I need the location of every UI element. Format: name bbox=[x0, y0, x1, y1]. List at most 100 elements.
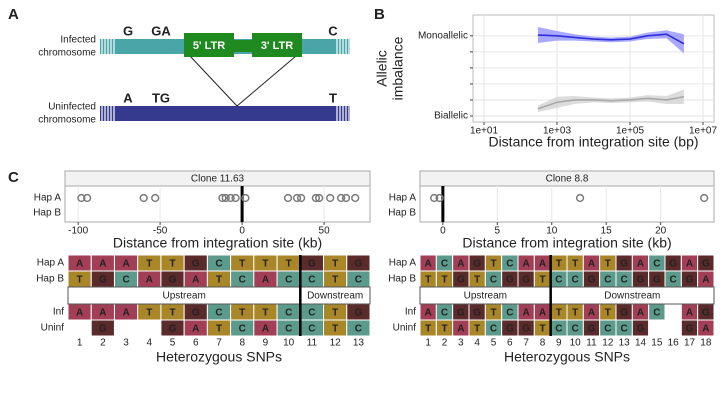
snp-base: C bbox=[572, 324, 579, 335]
column-number: 9 bbox=[556, 338, 562, 349]
snp-base: A bbox=[192, 324, 199, 335]
snp-base: A bbox=[539, 308, 546, 319]
snp-cell bbox=[664, 303, 682, 321]
column-number: 11 bbox=[586, 338, 597, 349]
snp-base: G bbox=[588, 324, 596, 335]
snp-base: C bbox=[355, 324, 362, 335]
snp-base: G bbox=[506, 324, 514, 335]
snp-base: T bbox=[490, 259, 496, 270]
snp-base: T bbox=[286, 259, 292, 270]
snp-base: A bbox=[702, 324, 709, 335]
snp-point bbox=[315, 193, 324, 203]
column-number: 18 bbox=[700, 338, 712, 349]
x-tick-label: 0 bbox=[239, 226, 245, 237]
snp-base: A bbox=[99, 308, 106, 319]
snp-base: A bbox=[122, 308, 129, 319]
base: A bbox=[123, 90, 133, 105]
snp-cell bbox=[664, 319, 682, 337]
snp-base: A bbox=[686, 259, 693, 270]
snp-base: A bbox=[523, 308, 530, 319]
x-axis-title: Heterozygous SNPs bbox=[156, 349, 282, 365]
y-tick-label: Hap A bbox=[389, 193, 417, 204]
snp-base: C bbox=[215, 259, 222, 270]
snp-point bbox=[430, 193, 439, 203]
column-number: 12 bbox=[602, 338, 614, 349]
snp-base: T bbox=[262, 308, 268, 319]
snp-base: A bbox=[76, 259, 83, 270]
snp-base: G bbox=[637, 324, 645, 335]
snp-base: C bbox=[285, 324, 292, 335]
snp-base: T bbox=[146, 259, 152, 270]
snp-point bbox=[77, 193, 86, 203]
column-number: 13 bbox=[353, 338, 365, 349]
snp-base: A bbox=[76, 308, 83, 319]
y-axis-title: Allelic bbox=[374, 50, 390, 87]
snp-base: T bbox=[441, 324, 447, 335]
x-tick-label: 5 bbox=[495, 226, 501, 237]
snp-base: G bbox=[457, 275, 465, 286]
snp-base: G bbox=[588, 275, 596, 286]
snp-base: C bbox=[308, 275, 315, 286]
uninfected-chromosome bbox=[100, 106, 350, 121]
column-number: 7 bbox=[523, 338, 529, 349]
snp-base: C bbox=[490, 324, 497, 335]
row-label: Hap A bbox=[37, 258, 65, 269]
snp-base: A bbox=[122, 259, 129, 270]
snp-base: G bbox=[457, 308, 465, 319]
x-axis-title: Distance from integration site (kb) bbox=[462, 235, 671, 251]
snp-base: T bbox=[556, 259, 562, 270]
snp-base: A bbox=[637, 308, 644, 319]
snp-point bbox=[226, 193, 235, 203]
snp-base: T bbox=[169, 308, 175, 319]
plot-area bbox=[64, 185, 371, 223]
base: TG bbox=[152, 90, 170, 105]
column-number: 10 bbox=[283, 338, 295, 349]
snp-point bbox=[218, 193, 227, 203]
snp-base: T bbox=[332, 324, 338, 335]
snp-cell bbox=[648, 319, 666, 337]
column-number: 9 bbox=[263, 338, 269, 349]
snp-point bbox=[292, 193, 302, 203]
snp-base: T bbox=[77, 275, 83, 286]
x-tick-label: 15 bbox=[601, 226, 613, 237]
snp-base: C bbox=[555, 275, 562, 286]
y-axis-title: imbalance bbox=[390, 36, 406, 100]
snp-point bbox=[341, 193, 351, 203]
provirus bbox=[234, 40, 252, 52]
base: T bbox=[329, 90, 337, 105]
snp-base: G bbox=[686, 275, 694, 286]
row-label: Hap B bbox=[388, 274, 416, 285]
facet-title: Clone 8.8 bbox=[546, 174, 589, 185]
y-tick-label: Biallelic bbox=[434, 111, 468, 122]
snp-cell bbox=[346, 319, 371, 337]
snp-base: C bbox=[122, 275, 129, 286]
x-axis-title: Distance from integration site (kb) bbox=[113, 235, 322, 251]
snp-base: A bbox=[457, 259, 464, 270]
x-tick-label: 20 bbox=[655, 226, 667, 237]
snp-base: A bbox=[146, 275, 153, 286]
diagram: Infected chromosome Uninfected chromosom… bbox=[38, 23, 350, 126]
chrom-label: Infected bbox=[60, 35, 96, 46]
snp-cell bbox=[697, 319, 715, 337]
snp-base: C bbox=[355, 275, 362, 286]
snp-base: G bbox=[702, 259, 710, 270]
column-number: 2 bbox=[442, 338, 448, 349]
column-number: 5 bbox=[491, 338, 497, 349]
snp-base: C bbox=[506, 308, 513, 319]
snp-base: C bbox=[239, 275, 246, 286]
snp-point bbox=[139, 193, 148, 203]
snp-point bbox=[351, 193, 360, 203]
snp-base: T bbox=[425, 324, 431, 335]
trend-line bbox=[537, 95, 685, 110]
y-tick-label: Hap A bbox=[34, 193, 62, 204]
column-number: 2 bbox=[100, 338, 106, 349]
base: C bbox=[328, 23, 338, 38]
snp-base: T bbox=[441, 275, 447, 286]
facet-title: Clone 11.63 bbox=[191, 174, 245, 185]
snp-base: C bbox=[604, 324, 611, 335]
snp-base: T bbox=[216, 275, 222, 286]
snp-cell bbox=[137, 319, 162, 337]
snp-point bbox=[82, 193, 92, 203]
snp-base: G bbox=[99, 324, 107, 335]
snp-point bbox=[575, 193, 585, 203]
